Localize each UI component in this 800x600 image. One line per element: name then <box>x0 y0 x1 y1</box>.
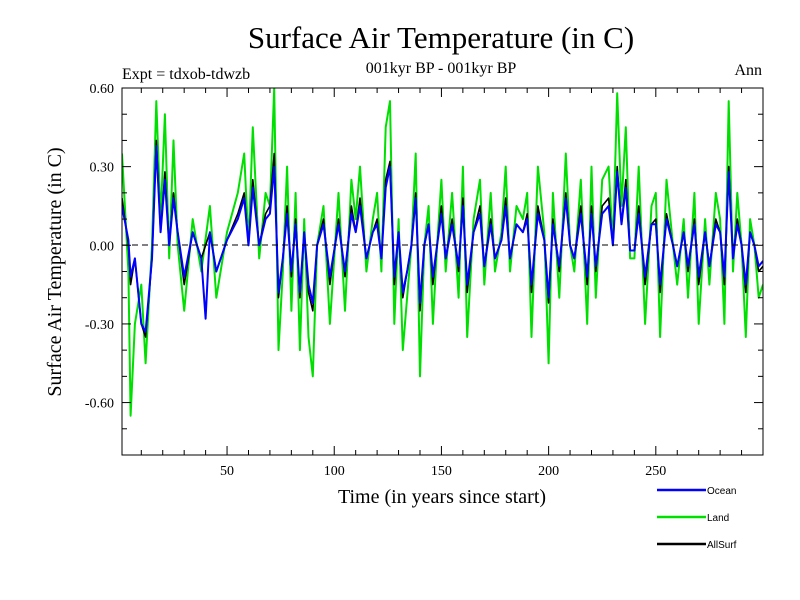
x-tick-label: 200 <box>538 464 559 479</box>
series-line-ocean <box>122 144 763 333</box>
x-tick-label: 50 <box>220 464 234 479</box>
tick-labels-layer: 50 100 150 200 250 0.60 0.30 0.00 -0.30 -0.60 <box>85 82 666 479</box>
legend: Ocean Land AllSurf <box>657 486 737 551</box>
legend-label-land: Land <box>707 513 729 524</box>
y-tick-label: 0.00 <box>90 239 115 254</box>
y-tick-label: -0.30 <box>85 318 114 333</box>
x-axis-label: Time (in years since start) <box>338 486 546 508</box>
series-layer <box>122 88 763 417</box>
experiment-label: Expt = tdxob-tdwzb <box>122 66 250 83</box>
y-tick-label: 0.60 <box>90 82 115 97</box>
x-tick-label: 250 <box>645 464 666 479</box>
y-axis-label: Surface Air Temperature (in C) <box>44 147 66 396</box>
y-tick-label: -0.60 <box>85 397 114 412</box>
legend-label-allsurf: AllSurf <box>707 540 737 551</box>
x-tick-label: 150 <box>431 464 452 479</box>
legend-label-ocean: Ocean <box>707 486 736 497</box>
y-tick-label: 0.30 <box>90 161 115 176</box>
chart-subtitle: 001kyr BP - 001kyr BP <box>366 60 517 77</box>
season-label: Ann <box>734 62 762 79</box>
ticks-layer <box>122 87 763 456</box>
x-tick-label: 100 <box>324 464 345 479</box>
chart-title: Surface Air Temperature (in C) <box>248 20 634 55</box>
